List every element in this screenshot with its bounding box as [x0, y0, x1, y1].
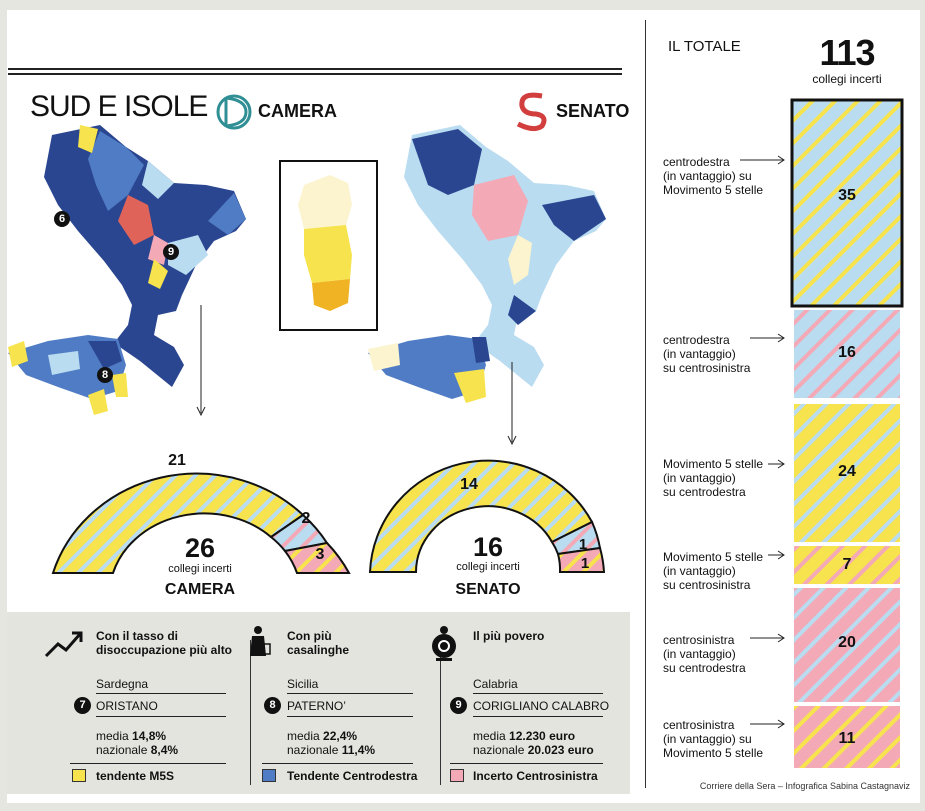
stat-1-rule-1 — [96, 693, 226, 694]
stat-2-title: Con più casalinghe — [287, 629, 350, 657]
stat-2-rule-2 — [287, 716, 413, 717]
camera-total-sub: collegi incerti — [168, 563, 232, 575]
stat-3-marker: 9 — [450, 697, 467, 714]
stat-2-region: Sicilia — [287, 677, 319, 691]
sardinia-map — [298, 175, 352, 311]
totale-row-3-label: Movimento 5 stelle (in vantaggio) su centr… — [663, 457, 764, 499]
senato-seg-2: 1 — [578, 536, 588, 553]
map-marker-9: 9 — [163, 244, 179, 260]
totale-row-4-label: Movimento 5 stelle (in vantaggio) su centr… — [663, 550, 764, 592]
totale-value-6: 11 — [838, 730, 856, 747]
legend-centrosinistra-swatch — [450, 769, 464, 782]
totale-value-3: 24 — [838, 463, 856, 480]
header-rule-bottom — [8, 73, 622, 75]
stat-2-nazionale: nazionale 11,4% — [287, 743, 376, 757]
totale-row-6-label: centrosinistra (in vantaggio) su Movimento… — [663, 718, 764, 760]
stat-1-rule-3 — [70, 763, 226, 764]
camera-seg-3: 3 — [315, 546, 325, 563]
stat-1-nazionale: nazionale 8,4% — [96, 743, 179, 757]
totale-row-1-label: centrodestra (in vantaggio) su Movimento 5… — [663, 155, 764, 197]
stat-3-rule-2 — [473, 716, 603, 717]
stat-3-rule-1 — [473, 693, 603, 694]
sardinia-inset — [279, 160, 378, 331]
camera-arc-chart — [51, 472, 351, 574]
legend-centrodestra-label: Tendente Centrodestra — [287, 769, 418, 783]
stat-3-title: Il più povero — [473, 629, 545, 643]
legend-m5s-swatch — [72, 769, 86, 782]
camera-arrow-icon — [196, 305, 206, 417]
legend-centrosinistra-label: Incerto Centrosinistra — [473, 769, 598, 783]
senato-total: 16 — [472, 532, 504, 562]
stat-1-region: Sardegna — [96, 677, 149, 691]
camera-logo-icon — [216, 94, 252, 130]
map-marker-8: 8 — [97, 367, 113, 383]
stat-3-place: CORIGLIANO CALABRO — [473, 699, 610, 713]
totale-row-2-label: centrodestra (in vantaggio) su centrosinis… — [663, 333, 751, 375]
senato-seg-3: 1 — [580, 555, 590, 572]
camera-title: CAMERA — [258, 101, 337, 121]
stat-1-place: ORISTANO — [96, 699, 158, 713]
camera-map — [8, 125, 246, 415]
stat-1-title: Con il tasso di disoccupazione più alto — [96, 629, 233, 657]
housewife-icon — [250, 626, 271, 656]
totale-sub: collegi incerti — [812, 72, 882, 86]
stat-3-region: Calabria — [473, 677, 518, 691]
stat-2-place: PATERNO’ — [287, 699, 346, 713]
senato-total-sub: collegi incerti — [456, 561, 520, 573]
totale-value-2: 16 — [838, 344, 856, 361]
stat-3-rule-3 — [450, 763, 603, 764]
stat-1-rule-2 — [96, 716, 226, 717]
column-divider — [645, 20, 646, 788]
stat-3-nazionale: nazionale 20.023 euro — [473, 743, 594, 757]
totale-row-5-label: centrosinistra (in vantaggio) su centrodes… — [663, 633, 746, 675]
stat-1-media: media 14,8% — [96, 729, 167, 743]
senato-arc-name: SENATO — [455, 581, 521, 598]
totale-bars — [790, 98, 904, 768]
totale-number: 113 — [819, 32, 875, 73]
totale-pointer-arrows — [740, 155, 785, 729]
stat-2-rule-3 — [262, 763, 413, 764]
totale-label: IL TOTALE — [668, 38, 741, 55]
stat-2-media: media 22,4% — [287, 729, 358, 743]
trend-up-icon — [44, 631, 83, 658]
camera-arc-name: CAMERA — [164, 581, 236, 598]
camera-total: 26 — [184, 533, 216, 563]
totale-value-4: 7 — [842, 556, 852, 573]
stats-divider-1 — [250, 640, 251, 785]
stat-2-rule-1 — [287, 693, 413, 694]
stat-3-media: media 12.230 euro — [473, 729, 576, 743]
camera-seg-2: 2 — [301, 510, 311, 527]
senato-title: SENATO — [556, 101, 630, 121]
stat-1-marker: 7 — [74, 697, 91, 714]
camera-seg-1: 21 — [168, 452, 186, 469]
legend-m5s-label: tendente M5S — [96, 769, 175, 783]
credit-line: Corriere della Sera – Infografica Sabina… — [699, 781, 910, 791]
senato-logo-icon — [516, 92, 547, 132]
senato-arc-chart — [368, 459, 606, 573]
totale-value-5: 20 — [838, 634, 856, 651]
senato-arrow-icon — [507, 362, 517, 446]
map-marker-6: 6 — [54, 211, 70, 227]
header-rule-top — [8, 68, 622, 70]
money-bag-icon — [432, 626, 456, 661]
section-title: SUD E ISOLE — [30, 90, 208, 123]
senato-seg-1: 14 — [460, 476, 478, 493]
stats-divider-2 — [440, 640, 441, 785]
senato-map — [368, 125, 606, 403]
stat-2-marker: 8 — [264, 697, 281, 714]
totale-value-1: 35 — [838, 187, 856, 204]
legend-centrodestra-swatch — [262, 769, 276, 782]
